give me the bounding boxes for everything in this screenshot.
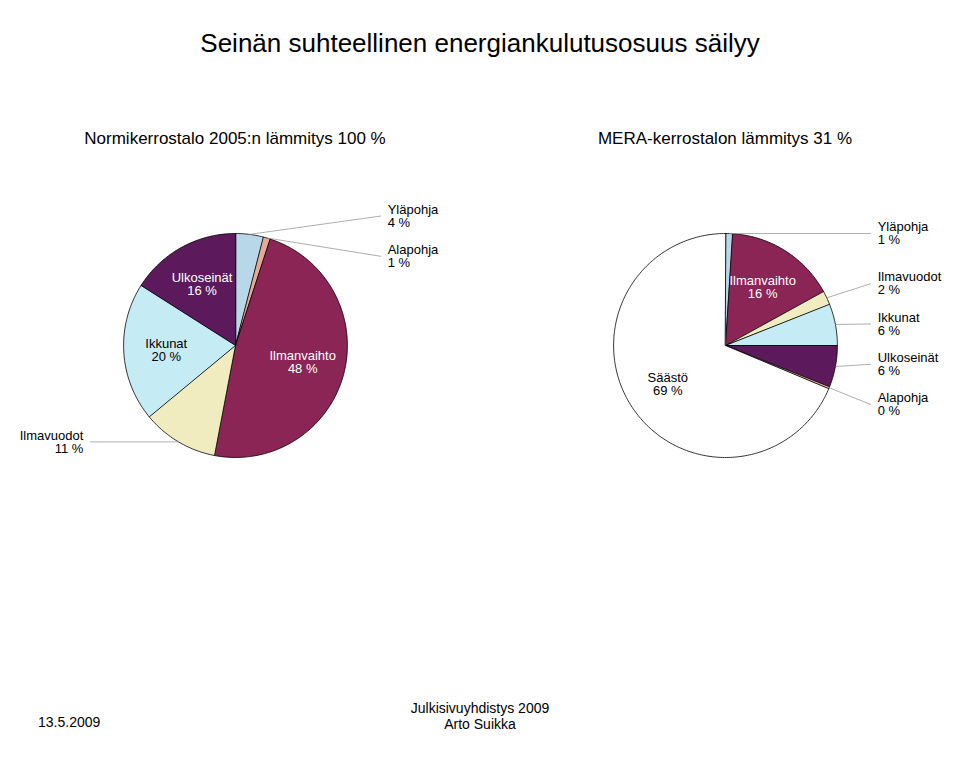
svg-text:Ulkoseinät16 %: Ulkoseinät16 % xyxy=(172,270,233,298)
svg-text:Ilmavuodot2 %: Ilmavuodot2 % xyxy=(878,269,942,297)
html-text:Seinän suhteellinen energianku: Seinän suhteellinen energiankulutusosuus… xyxy=(200,28,760,58)
svg-text:Ikkunat6 %: Ikkunat6 % xyxy=(878,310,920,338)
svg-text:Ulkoseinät6 %: Ulkoseinät6 % xyxy=(878,350,939,378)
svg-text:Ilmanvaihto48 %: Ilmanvaihto48 % xyxy=(269,348,335,376)
svg-text:Alapohja1 %: Alapohja1 % xyxy=(388,242,439,270)
svg-text:Ilmanvaihto16 %: Ilmanvaihto16 % xyxy=(729,273,795,301)
svg-text:Yläpohja4 %: Yläpohja4 % xyxy=(388,202,439,230)
html-text:MERA-kerrostalon lämmitys 31 %: MERA-kerrostalon lämmitys 31 % xyxy=(597,129,853,148)
svg-text:Alapohja0 %: Alapohja0 % xyxy=(878,390,929,418)
svg-text:Ilmavuodot11 %: Ilmavuodot11 % xyxy=(20,428,84,456)
svg-text:Yläpohja1 %: Yläpohja1 % xyxy=(878,219,929,247)
html-text:Normikerrostalo 2005:n lämmity: Normikerrostalo 2005:n lämmitys 100 % xyxy=(84,129,386,148)
svg-text:Ikkunat20 %: Ikkunat20 % xyxy=(145,336,187,364)
svg-text:Säästö69 %: Säästö69 % xyxy=(648,370,688,398)
html-text:13.5.2009: 13.5.2009 xyxy=(38,714,101,730)
html-text:Julkisivuyhdistys 2009 Arto Su: Julkisivuyhdistys 2009 Arto Suikka xyxy=(410,700,550,732)
